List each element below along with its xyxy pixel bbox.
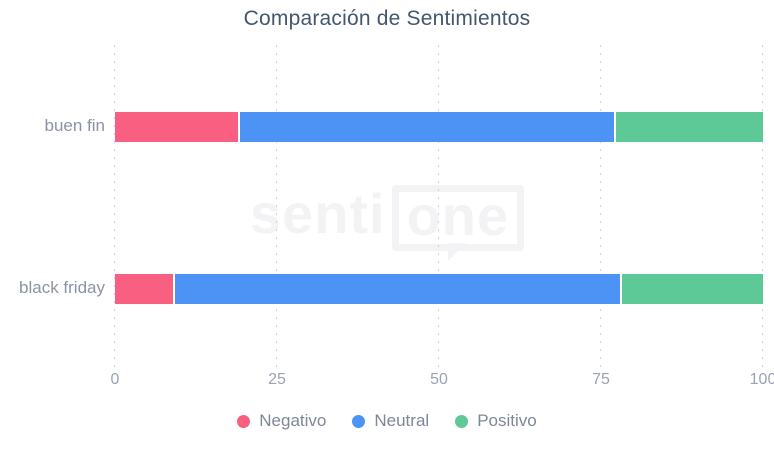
category-label-buen-fin: buen fin [44, 116, 106, 135]
legend-item-positivo[interactable]: Positivo [455, 411, 537, 431]
bar-segment-buen-fin-positivo[interactable] [613, 112, 763, 142]
bar-black-friday [115, 274, 763, 304]
legend: Negativo Neutral Positivo [0, 411, 774, 431]
chart-title: Comparación de Sentimientos [243, 7, 531, 30]
bar-segment-black-friday-negativo[interactable] [115, 274, 174, 304]
gridline-100 [762, 45, 763, 368]
x-tick-label-50: 50 [430, 371, 448, 388]
bar-segment-buen-fin-negativo[interactable] [115, 112, 239, 142]
gridline-25 [276, 45, 277, 368]
gridline-50 [438, 45, 439, 368]
bar-buen-fin [115, 112, 763, 142]
bar-segment-black-friday-positivo[interactable] [620, 274, 763, 304]
legend-marker-icon-neutral [352, 414, 366, 428]
bar-segment-buen-fin-neutral[interactable] [238, 112, 614, 142]
legend-item-neutral[interactable]: Neutral [352, 411, 429, 431]
x-tick-label-100: 100 [749, 371, 774, 388]
legend-label-neutral: Neutral [374, 411, 430, 430]
gridline-0 [114, 45, 115, 368]
legend-marker-icon-positivo [455, 414, 469, 428]
gridline-75 [600, 45, 601, 368]
category-label-black-friday: black friday [19, 278, 105, 297]
legend-item-negativo[interactable]: Negativo [237, 411, 326, 431]
x-tick-label-75: 75 [592, 371, 610, 388]
x-tick-label-0: 0 [110, 371, 120, 388]
x-tick-label-25: 25 [268, 371, 286, 388]
legend-label-positivo: Positivo [477, 411, 537, 430]
legend-marker-icon-negativo [237, 414, 251, 428]
bar-segment-black-friday-neutral[interactable] [173, 274, 621, 304]
plot-area [114, 45, 763, 368]
legend-label-negativo: Negativo [259, 411, 327, 430]
